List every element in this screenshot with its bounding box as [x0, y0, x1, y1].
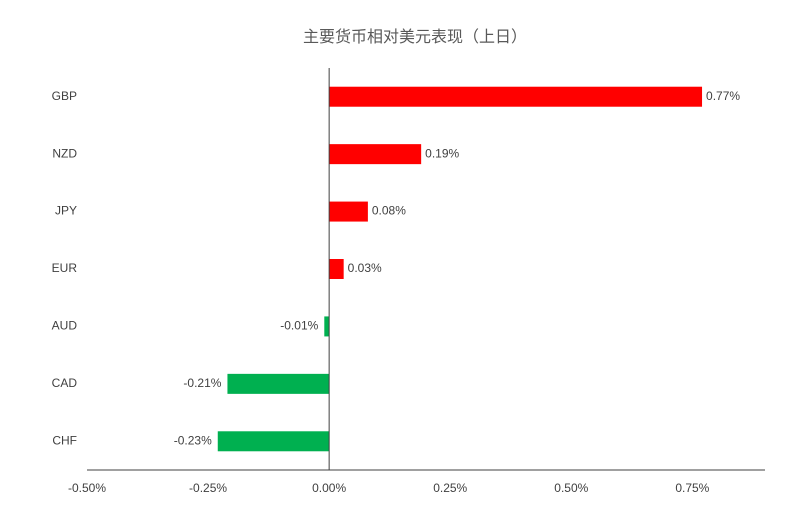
y-tick-label: JPY — [55, 204, 77, 218]
x-tick-label: 0.75% — [675, 481, 709, 495]
value-label: 0.19% — [425, 146, 459, 160]
bar — [329, 259, 344, 279]
bar — [217, 431, 330, 452]
chart-title: 主要货币相对美元表现（上日） — [303, 28, 527, 46]
bar — [329, 201, 368, 222]
y-tick-label: EUR — [52, 261, 78, 275]
value-label: -0.01% — [280, 319, 318, 333]
x-tick-label: 0.25% — [433, 481, 467, 495]
bar — [227, 373, 330, 394]
y-tick-label: GBP — [52, 89, 77, 103]
value-label: -0.23% — [174, 433, 212, 447]
x-tick-label: 0.50% — [554, 481, 588, 495]
y-tick-label: NZD — [52, 146, 77, 160]
bar — [324, 316, 330, 337]
bar — [329, 86, 703, 107]
x-tick-label: 0.00% — [312, 481, 346, 495]
y-tick-label: AUD — [52, 319, 78, 333]
value-label: -0.21% — [183, 376, 221, 390]
value-label: 0.77% — [706, 89, 740, 103]
x-tick-label: -0.25% — [189, 481, 227, 495]
value-label: 0.08% — [372, 204, 406, 218]
x-tick-label: -0.50% — [68, 481, 106, 495]
bar — [329, 144, 422, 165]
y-tick-label: CAD — [52, 376, 78, 390]
value-label: 0.03% — [348, 261, 382, 275]
y-tick-label: CHF — [52, 433, 77, 447]
